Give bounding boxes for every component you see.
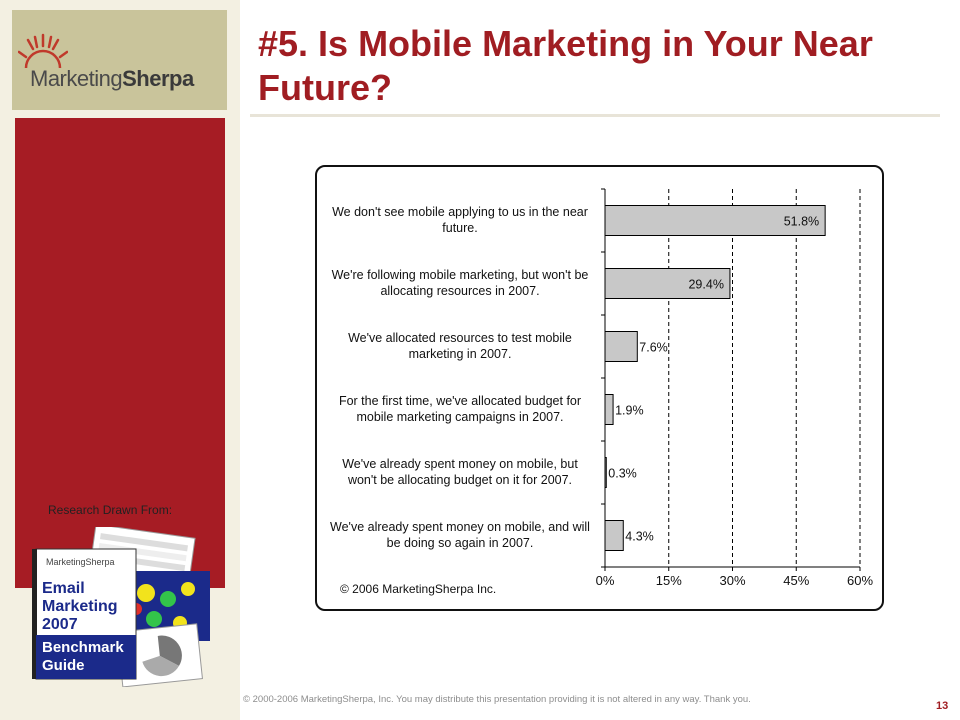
category-label-line: mobile marketing campaigns in 2007. — [356, 409, 564, 424]
bar — [604, 394, 614, 425]
category-label-line: We've already spent money on mobile, but — [342, 456, 578, 471]
x-tick-label: 45% — [783, 573, 809, 588]
data-label: 1.9% — [615, 404, 644, 418]
svg-text:MarketingSherpa: MarketingSherpa — [46, 557, 115, 567]
category-label: We've already spent money on mobile, and… — [321, 519, 599, 551]
svg-text:2007: 2007 — [42, 616, 78, 633]
category-label-line: We're following mobile marketing, but wo… — [331, 267, 589, 282]
bar-chart: 0% 15% 30% 45% 60% 51.8% 29.4% 7.6% 1.9% 0.3% 4.3% — [596, 188, 873, 588]
category-label-line: be doing so again in 2007. — [386, 535, 534, 550]
svg-text:Guide: Guide — [42, 657, 85, 674]
category-label-line: future. — [442, 220, 478, 235]
sidebar: MarketingSherpa Research Drawn From: Mar… — [0, 0, 240, 720]
category-label-line: We've allocated resources to test mobile — [348, 330, 572, 345]
category-label: We're following mobile marketing, but wo… — [321, 267, 599, 299]
svg-text:Benchmark: Benchmark — [42, 639, 124, 656]
x-tick-label: 15% — [656, 573, 682, 588]
x-tick-label: 0% — [596, 573, 615, 588]
category-label-line: won't be allocating budget on it for 200… — [347, 472, 573, 487]
bar — [604, 520, 624, 551]
data-label: 51.8% — [784, 215, 819, 229]
category-label: We've already spent money on mobile, but… — [321, 456, 599, 488]
category-label-line: allocating resources in 2007. — [380, 283, 540, 298]
red-panel — [15, 118, 225, 588]
benchmark-guide-cover: MarketingSherpa Email Marketing 2007 Ben… — [32, 527, 210, 687]
svg-text:Marketing: Marketing — [42, 598, 118, 615]
category-label-line: For the first time, we've allocated budg… — [338, 393, 582, 408]
bar — [604, 205, 826, 236]
bar — [604, 457, 607, 488]
footer-text: © 2000-2006 MarketingSherpa, Inc. You ma… — [243, 694, 751, 705]
category-label-line: We've already spent money on mobile, and… — [330, 519, 590, 534]
x-tick-label: 30% — [719, 573, 745, 588]
category-label: For the first time, we've allocated budg… — [321, 393, 599, 425]
sun-icon — [18, 33, 68, 69]
category-label: We don't see mobile applying to us in th… — [321, 204, 599, 236]
data-label: 29.4% — [688, 278, 723, 292]
category-label-line: marketing in 2007. — [408, 346, 512, 361]
category-label: We've allocated resources to test mobile… — [321, 330, 599, 362]
research-label: Research Drawn From: — [48, 503, 173, 517]
x-tick-label: 60% — [847, 573, 873, 588]
bar — [604, 331, 638, 362]
page-number: 13 — [936, 700, 949, 712]
bar — [604, 268, 731, 299]
logo: MarketingSherpa — [12, 10, 227, 110]
page-title: #5. Is Mobile Marketing in Your Near Fut… — [258, 23, 873, 108]
data-label: 4.3% — [625, 530, 654, 544]
chart-frame: 0% 15% 30% 45% 60% 51.8% 29.4% 7.6% 1.9% 0.3% 4.3%… — [315, 165, 884, 611]
data-label: 7.6% — [639, 341, 668, 355]
chart-copyright: © 2006 MarketingSherpa Inc. — [340, 582, 497, 596]
logo-text: MarketingSherpa — [30, 66, 194, 91]
category-label-line: We don't see mobile applying to us in th… — [332, 204, 588, 219]
svg-text:Email: Email — [42, 580, 85, 597]
title-divider — [250, 114, 940, 117]
data-label: 0.3% — [608, 467, 637, 481]
